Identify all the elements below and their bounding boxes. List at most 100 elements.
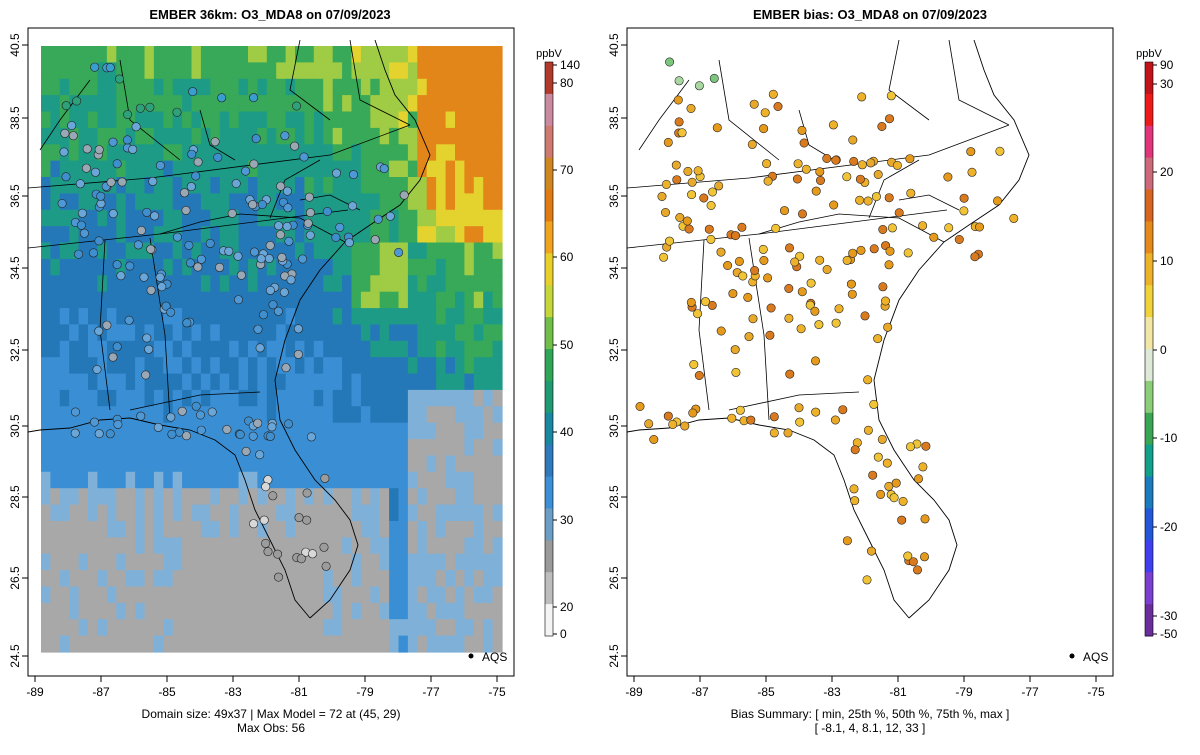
site-marker bbox=[869, 399, 879, 409]
grid-cell bbox=[332, 422, 343, 440]
grid-cell bbox=[191, 553, 202, 571]
grid-cell bbox=[304, 422, 315, 440]
site-marker bbox=[205, 238, 215, 248]
site-marker bbox=[675, 213, 685, 223]
site-marker bbox=[142, 207, 152, 217]
grid-cell bbox=[407, 258, 418, 276]
grid-cell bbox=[417, 439, 428, 457]
grid-cell bbox=[97, 553, 108, 571]
grid-cell bbox=[163, 537, 174, 555]
grid-cell bbox=[342, 78, 353, 96]
site-marker bbox=[842, 255, 852, 265]
grid-cell bbox=[295, 406, 305, 424]
colorbar-segment bbox=[1145, 253, 1153, 286]
grid-cell bbox=[332, 357, 343, 375]
grid-cell bbox=[370, 602, 381, 620]
grid-cell bbox=[407, 144, 418, 162]
site-marker bbox=[790, 257, 800, 267]
grid-cell bbox=[191, 389, 202, 407]
colorbar-frame bbox=[1144, 61, 1154, 637]
colorbar-tick-label: 80 bbox=[560, 76, 574, 90]
site-marker bbox=[906, 188, 916, 198]
grid-cell bbox=[436, 406, 447, 424]
site-marker bbox=[959, 206, 969, 216]
left-panel: EMBER 36km: O3_MDA8 on 07/09/2023 -89 -87… bbox=[8, 7, 580, 735]
grid-cell bbox=[266, 521, 277, 538]
grid-cell bbox=[295, 619, 305, 637]
grid-cell bbox=[238, 193, 249, 211]
site-marker bbox=[139, 272, 149, 282]
grid-cell bbox=[59, 275, 70, 293]
grid-cell bbox=[248, 406, 258, 424]
grid-cell bbox=[116, 291, 127, 309]
grid-cell bbox=[135, 373, 146, 391]
grid-cell bbox=[455, 471, 465, 489]
grid-cell bbox=[492, 291, 503, 309]
grid-cell bbox=[88, 78, 98, 96]
grid-cell bbox=[455, 324, 465, 342]
grid-cell bbox=[351, 537, 362, 555]
grid-cell bbox=[116, 471, 127, 489]
grid-cell bbox=[323, 570, 334, 588]
grid-cell bbox=[210, 619, 221, 637]
grid-cell bbox=[342, 521, 353, 538]
site-marker bbox=[224, 246, 234, 256]
grid-cell bbox=[342, 242, 353, 260]
grid-cell bbox=[200, 78, 211, 96]
site-marker bbox=[61, 101, 71, 111]
colorbar-tick-label: 140 bbox=[560, 58, 580, 72]
grid-cell bbox=[483, 95, 494, 113]
grid-cell bbox=[266, 275, 277, 293]
site-marker bbox=[282, 222, 292, 232]
colorbar-segment bbox=[545, 508, 553, 541]
grid-cell bbox=[59, 291, 70, 309]
grid-cell bbox=[200, 357, 211, 375]
grid-cell bbox=[163, 521, 174, 538]
grid-cell bbox=[116, 308, 127, 326]
grid-cell bbox=[445, 242, 456, 260]
grid-cell bbox=[455, 619, 465, 637]
grid-cell bbox=[483, 471, 494, 489]
grid-cell bbox=[41, 308, 51, 326]
grid-cell bbox=[229, 160, 240, 178]
site-marker bbox=[370, 235, 380, 245]
grid-cell bbox=[436, 422, 447, 440]
grid-cell bbox=[351, 160, 362, 178]
grid-cell bbox=[313, 537, 324, 555]
grid-cell bbox=[97, 357, 108, 375]
grid-cell bbox=[144, 127, 155, 145]
site-marker bbox=[796, 324, 806, 334]
grid-cell bbox=[483, 78, 494, 96]
grid-cell bbox=[473, 193, 484, 211]
grid-cell bbox=[295, 275, 305, 293]
grid-cell bbox=[379, 570, 390, 588]
site-marker bbox=[966, 147, 976, 157]
grid-cell bbox=[445, 488, 456, 506]
grid-cell bbox=[238, 177, 249, 194]
grid-cell bbox=[219, 209, 230, 227]
grid-cell bbox=[106, 357, 117, 375]
grid-cell bbox=[219, 389, 230, 407]
grid-cell bbox=[483, 619, 494, 637]
grid-cell bbox=[483, 127, 494, 145]
grid-cell bbox=[106, 193, 117, 211]
site-marker bbox=[70, 428, 80, 438]
grid-cell bbox=[97, 586, 108, 604]
site-marker bbox=[279, 287, 289, 297]
grid-cell bbox=[492, 439, 503, 457]
site-marker bbox=[908, 557, 918, 567]
grid-cell bbox=[106, 635, 117, 653]
site-marker bbox=[108, 209, 118, 219]
colorbar-segment bbox=[545, 444, 553, 478]
grid-cell bbox=[266, 389, 277, 407]
grid-cell bbox=[464, 275, 475, 293]
grid-cell bbox=[153, 177, 164, 194]
site-marker bbox=[735, 405, 745, 415]
grid-cell bbox=[229, 504, 240, 522]
site-marker bbox=[918, 462, 928, 472]
grid-cell bbox=[332, 177, 343, 194]
grid-cell bbox=[426, 95, 437, 113]
site-marker bbox=[672, 175, 682, 185]
grid-cell bbox=[389, 226, 400, 244]
site-marker bbox=[102, 320, 112, 330]
